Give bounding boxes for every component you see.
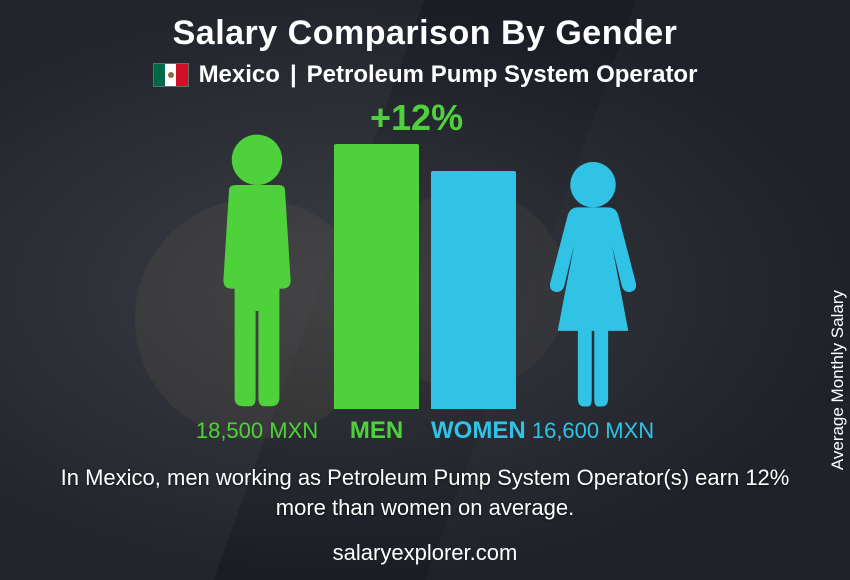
men-label: MEN xyxy=(334,417,419,445)
infographic-content: Salary Comparison By Gender Mexico | Pet… xyxy=(0,0,850,580)
women-salary-label: 16,600 MXN xyxy=(528,418,658,444)
women-label: WOMEN xyxy=(431,417,516,445)
flag-stripe-green xyxy=(154,64,165,86)
footer-attribution: salaryexplorer.com xyxy=(0,540,850,566)
chart-area: +12% xyxy=(65,99,785,409)
flag-stripe-white xyxy=(165,64,176,86)
separator: | xyxy=(290,61,297,89)
y-axis-label: Average Monthly Salary xyxy=(828,290,848,470)
mexico-flag-icon xyxy=(153,63,189,87)
men-bar xyxy=(334,144,419,409)
country-label: Mexico xyxy=(199,61,280,89)
page-title: Salary Comparison By Gender xyxy=(173,14,678,53)
man-icon xyxy=(187,129,327,409)
male-figure xyxy=(192,129,322,409)
woman-icon xyxy=(530,157,656,409)
women-bar xyxy=(431,171,516,409)
percent-difference: +12% xyxy=(370,97,463,139)
labels-row: 18,500 MXN MEN WOMEN 16,600 MXN xyxy=(65,417,785,445)
female-figure xyxy=(528,157,658,409)
subtitle-row: Mexico | Petroleum Pump System Operator xyxy=(153,61,698,89)
description-text: In Mexico, men working as Petroleum Pump… xyxy=(35,463,815,522)
flag-stripe-red xyxy=(176,64,187,86)
job-label: Petroleum Pump System Operator xyxy=(307,61,698,89)
men-salary-label: 18,500 MXN xyxy=(192,418,322,444)
